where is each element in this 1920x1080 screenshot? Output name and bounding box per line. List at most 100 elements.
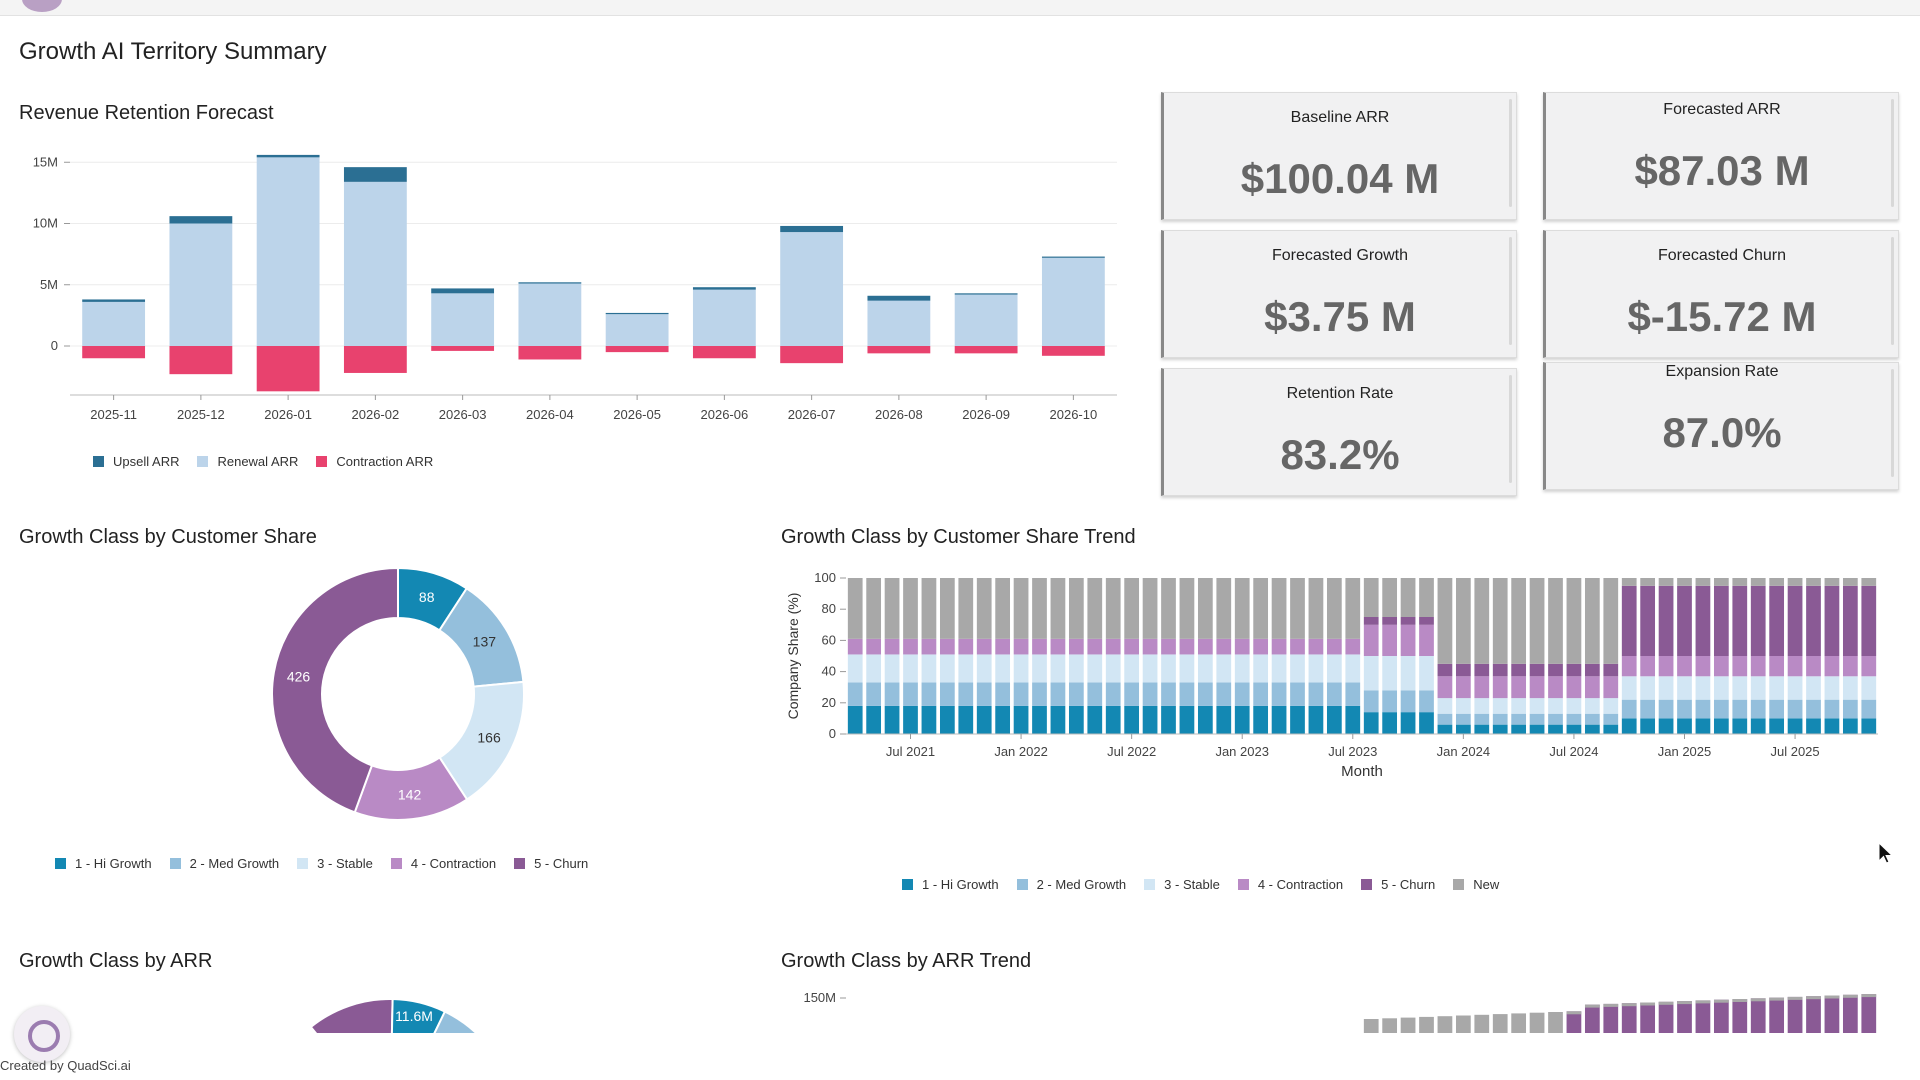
bar-new [1179,578,1195,639]
bar-stable [1474,698,1490,714]
legend-med-growth[interactable]: 2 - Med Growth [1016,877,1126,892]
kpi-scrollbar[interactable] [1891,369,1894,477]
y-tick-label: 5M [40,277,58,292]
x-tick-label: 2025-12 [177,407,225,422]
bar-med-growth [884,682,900,706]
bar-arr [1419,1016,1434,1033]
kpi-label: Retention Rate [1286,385,1394,402]
legend-hi-growth[interactable]: 1 - Hi Growth [55,856,152,871]
bar-hi-growth [1124,705,1140,734]
bar-churn [1842,585,1858,656]
class-arr-title: Growth Class by ARR [19,950,213,972]
kpi-scrollbar[interactable] [1891,99,1894,207]
bar-new [1695,578,1711,586]
kpi-scrollbar[interactable] [1509,237,1512,345]
bar-contraction-class [1713,656,1729,677]
bar-arr-top [1824,995,1840,999]
bar-upsell [780,225,844,233]
legend-swatch-med-growth [1016,879,1028,890]
legend-stable[interactable]: 3 - Stable [297,856,373,871]
bar-new [958,578,974,639]
bar-contraction-class [1437,676,1453,699]
bar-arr [1621,1003,1637,1033]
legend-churn[interactable]: 5 - Churn [514,856,588,871]
bar-new [1511,578,1527,664]
legend-swatch-med-growth [169,858,181,869]
quadsci-logo-icon [28,1020,60,1052]
bar-hi-growth [1142,705,1158,734]
bar-contraction-class [995,638,1011,655]
bar-hi-growth [1013,705,1029,734]
bar-new [1087,578,1103,639]
bar-contraction-class [1234,638,1250,655]
bar-churn [1603,663,1619,677]
bar-hi-growth [1566,724,1582,734]
bar-arr [1529,1012,1545,1033]
quadsci-logo[interactable] [14,1006,70,1062]
bar-med-growth [1179,682,1195,706]
bar-hi-growth [1050,705,1066,734]
bar-arr [1677,1001,1692,1033]
legend-contraction-class[interactable]: 4 - Contraction [1237,877,1343,892]
legend-new[interactable]: New [1453,877,1499,892]
legend-stable[interactable]: 3 - Stable [1144,877,1220,892]
x-tick-label: 2026-08 [875,407,923,422]
bar-stable [1271,654,1287,683]
bar-arr [1492,1014,1508,1033]
legend-upsell[interactable]: Upsell ARR [93,454,179,469]
bar-new [1363,578,1379,617]
x-tick-label: Jul 2025 [1770,744,1819,759]
bar-med-growth [1308,682,1324,706]
bar-med-growth [1087,682,1103,706]
bar-med-growth [958,682,974,706]
bar-hi-growth [866,705,882,734]
x-axis-label: Month [1341,763,1383,780]
bar-med-growth [1271,682,1287,706]
kpi-scrollbar[interactable] [1509,99,1512,207]
bar-med-growth [1806,699,1821,719]
bar-upsell [954,293,1018,295]
bar-arr-top [1640,1002,1656,1006]
bar-stable [1068,654,1084,683]
bar-contraction [1041,346,1105,356]
bar-contraction [518,346,582,360]
legend-contraction[interactable]: Contraction ARR [316,454,433,469]
bar-arr-top [1695,1000,1711,1004]
bar-arr [1750,998,1766,1033]
legend-contraction-class[interactable]: 4 - Contraction [390,856,496,871]
bar-med-growth [1584,713,1600,725]
bar-contraction-class [1548,676,1563,699]
donut-slice [271,566,399,814]
x-tick-label: Jul 2024 [1549,744,1598,759]
bar-renewal [605,314,669,346]
bar-new [1419,578,1434,617]
bar-arr-top [1806,996,1821,1000]
bar-churn [1529,663,1545,677]
bar-contraction-class [1842,656,1858,677]
legend-renewal[interactable]: Renewal ARR [197,454,298,469]
bar-stable [921,654,937,683]
bar-renewal [780,232,844,346]
kpi-scrollbar[interactable] [1509,375,1512,483]
app-logo[interactable] [22,0,62,12]
kpi-scrollbar[interactable] [1891,237,1894,345]
bar-med-growth [866,682,882,706]
bar-arr [1695,1000,1711,1033]
bar-hi-growth [939,705,955,734]
legend-churn[interactable]: 5 - Churn [1361,877,1435,892]
bar-stable [1529,698,1545,714]
legend-med-growth[interactable]: 2 - Med Growth [169,856,279,871]
bar-stable [1806,676,1821,700]
bar-arr [1603,1003,1619,1033]
bar-churn [1584,663,1600,677]
bar-stable [903,654,918,683]
bar-churn [1400,617,1416,625]
kpi-value: $87.03 M [1634,147,1810,194]
bar-contraction-class [1197,638,1213,655]
bar-hi-growth [1234,705,1250,734]
kpi-label: Forecasted Growth [1271,247,1409,264]
bar-contraction-class [1308,638,1324,655]
bar-stable [1695,676,1711,700]
legend-hi-growth[interactable]: 1 - Hi Growth [902,877,999,892]
bar-contraction-class [1419,624,1434,656]
